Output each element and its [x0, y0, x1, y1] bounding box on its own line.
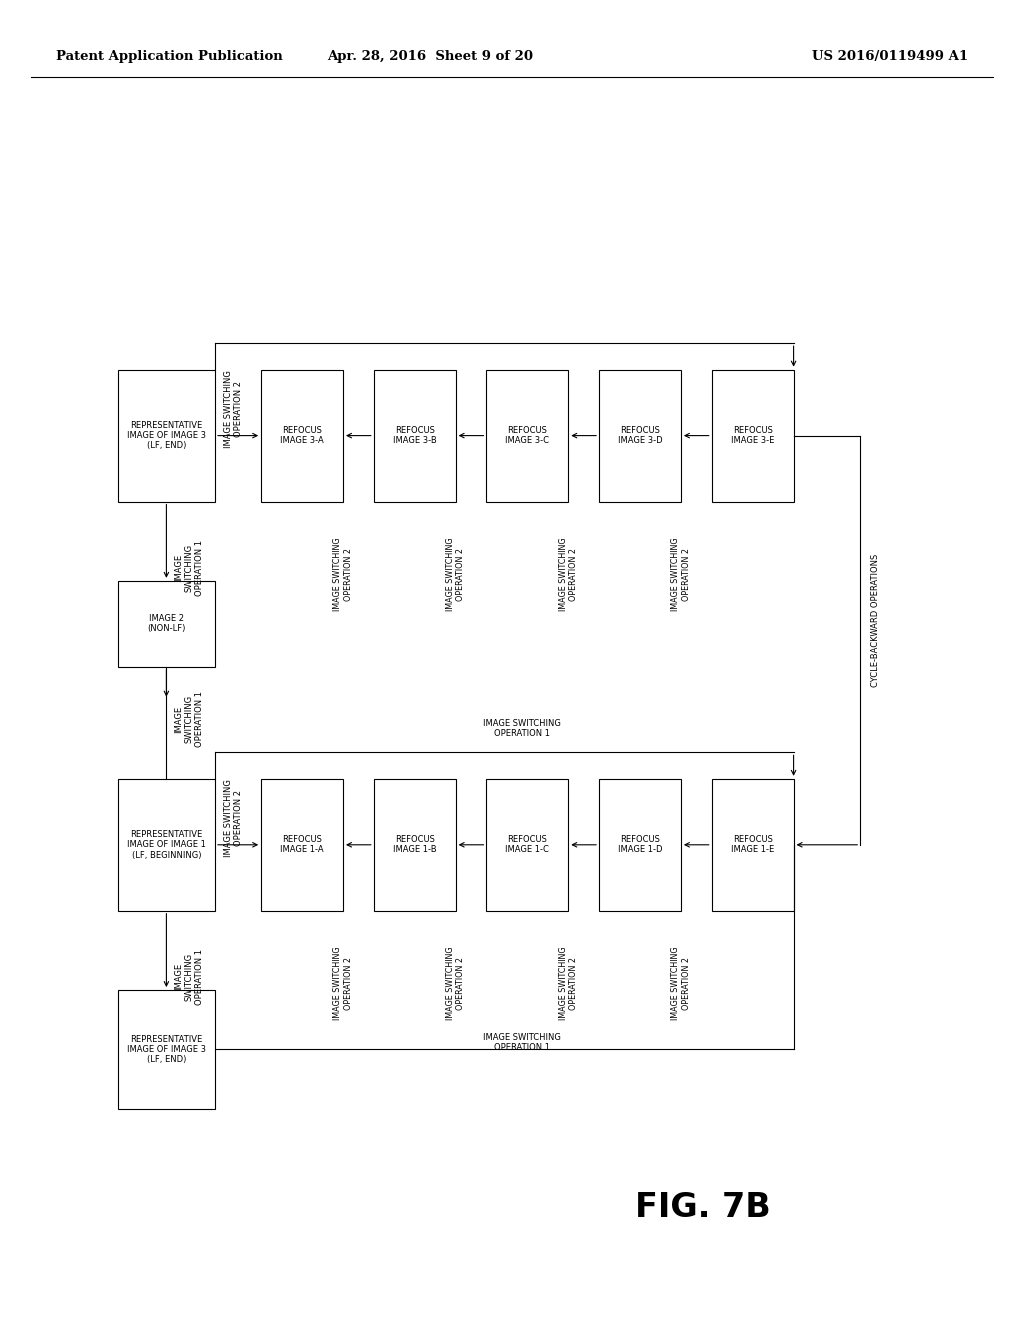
- Text: IMAGE SWITCHING
OPERATION 2: IMAGE SWITCHING OPERATION 2: [224, 780, 243, 857]
- Text: REFOCUS
IMAGE 1-C: REFOCUS IMAGE 1-C: [506, 836, 549, 854]
- Text: IMAGE SWITCHING
OPERATION 2: IMAGE SWITCHING OPERATION 2: [446, 946, 465, 1020]
- Text: REFOCUS
IMAGE 1-A: REFOCUS IMAGE 1-A: [281, 836, 324, 854]
- Text: IMAGE SWITCHING
OPERATION 2: IMAGE SWITCHING OPERATION 2: [446, 537, 465, 611]
- Bar: [486, 370, 568, 502]
- Bar: [374, 779, 456, 911]
- Bar: [261, 779, 343, 911]
- Text: IMAGE
SWITCHING
OPERATION 1: IMAGE SWITCHING OPERATION 1: [174, 692, 205, 747]
- Text: IMAGE SWITCHING
OPERATION 1: IMAGE SWITCHING OPERATION 1: [483, 719, 561, 738]
- Text: FIG. 7B: FIG. 7B: [635, 1191, 771, 1225]
- Text: IMAGE SWITCHING
OPERATION 2: IMAGE SWITCHING OPERATION 2: [559, 946, 578, 1020]
- Text: REFOCUS
IMAGE 1-B: REFOCUS IMAGE 1-B: [393, 836, 436, 854]
- Bar: [712, 370, 794, 502]
- Bar: [118, 990, 215, 1109]
- Text: IMAGE
SWITCHING
OPERATION 1: IMAGE SWITCHING OPERATION 1: [174, 949, 205, 1005]
- Text: REPRESENTATIVE
IMAGE OF IMAGE 3
(LF, END): REPRESENTATIVE IMAGE OF IMAGE 3 (LF, END…: [127, 1035, 206, 1064]
- Bar: [118, 370, 215, 502]
- Text: IMAGE SWITCHING
OPERATION 2: IMAGE SWITCHING OPERATION 2: [334, 537, 352, 611]
- Text: REFOCUS
IMAGE 3-E: REFOCUS IMAGE 3-E: [731, 426, 774, 445]
- Bar: [712, 779, 794, 911]
- Text: IMAGE
SWITCHING
OPERATION 1: IMAGE SWITCHING OPERATION 1: [174, 540, 205, 595]
- Text: IMAGE SWITCHING
OPERATION 1: IMAGE SWITCHING OPERATION 1: [483, 1034, 561, 1052]
- Text: IMAGE SWITCHING
OPERATION 2: IMAGE SWITCHING OPERATION 2: [672, 946, 690, 1020]
- Text: IMAGE SWITCHING
OPERATION 2: IMAGE SWITCHING OPERATION 2: [672, 537, 690, 611]
- Text: REPRESENTATIVE
IMAGE OF IMAGE 3
(LF, END): REPRESENTATIVE IMAGE OF IMAGE 3 (LF, END…: [127, 421, 206, 450]
- Text: IMAGE 2
(NON-LF): IMAGE 2 (NON-LF): [147, 614, 185, 634]
- Text: IMAGE SWITCHING
OPERATION 2: IMAGE SWITCHING OPERATION 2: [334, 946, 352, 1020]
- Bar: [599, 370, 681, 502]
- Text: REFOCUS
IMAGE 3-D: REFOCUS IMAGE 3-D: [617, 426, 663, 445]
- Text: IMAGE SWITCHING
OPERATION 2: IMAGE SWITCHING OPERATION 2: [559, 537, 578, 611]
- Bar: [599, 779, 681, 911]
- Bar: [486, 779, 568, 911]
- Bar: [118, 779, 215, 911]
- Bar: [261, 370, 343, 502]
- Text: REFOCUS
IMAGE 3-B: REFOCUS IMAGE 3-B: [393, 426, 436, 445]
- Text: IMAGE SWITCHING
OPERATION 2: IMAGE SWITCHING OPERATION 2: [224, 371, 243, 447]
- Text: REFOCUS
IMAGE 1-D: REFOCUS IMAGE 1-D: [617, 836, 663, 854]
- Bar: [374, 370, 456, 502]
- Text: REPRESENTATIVE
IMAGE OF IMAGE 1
(LF, BEGINNING): REPRESENTATIVE IMAGE OF IMAGE 1 (LF, BEG…: [127, 830, 206, 859]
- Bar: [118, 581, 215, 667]
- Text: CYCLE-BACKWARD OPERATIONS: CYCLE-BACKWARD OPERATIONS: [871, 554, 880, 686]
- Text: Apr. 28, 2016  Sheet 9 of 20: Apr. 28, 2016 Sheet 9 of 20: [327, 50, 534, 63]
- Text: US 2016/0119499 A1: US 2016/0119499 A1: [812, 50, 968, 63]
- Text: REFOCUS
IMAGE 3-C: REFOCUS IMAGE 3-C: [506, 426, 549, 445]
- Text: REFOCUS
IMAGE 1-E: REFOCUS IMAGE 1-E: [731, 836, 774, 854]
- Text: Patent Application Publication: Patent Application Publication: [56, 50, 283, 63]
- Text: REFOCUS
IMAGE 3-A: REFOCUS IMAGE 3-A: [281, 426, 324, 445]
